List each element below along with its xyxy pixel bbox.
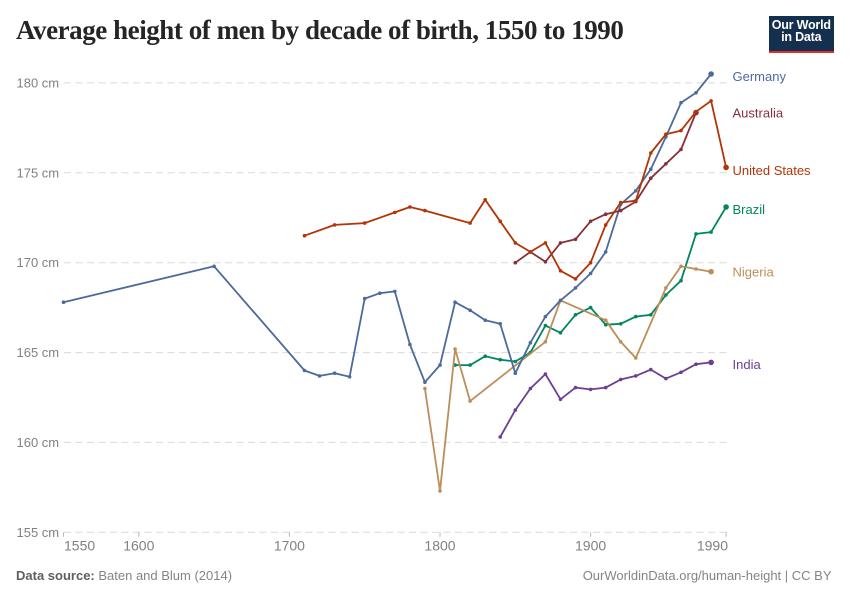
svg-text:United States: United States	[733, 163, 812, 178]
svg-text:160 cm: 160 cm	[17, 435, 60, 450]
svg-text:Brazil: Brazil	[733, 202, 766, 217]
svg-text:Nigeria: Nigeria	[733, 265, 775, 280]
svg-text:1600: 1600	[123, 538, 154, 554]
svg-text:Australia: Australia	[733, 106, 784, 121]
svg-text:1700: 1700	[274, 538, 305, 554]
svg-text:Germany: Germany	[733, 69, 787, 84]
svg-text:180 cm: 180 cm	[17, 75, 60, 90]
svg-text:1900: 1900	[575, 538, 606, 554]
svg-text:175 cm: 175 cm	[17, 165, 60, 180]
svg-text:165 cm: 165 cm	[17, 345, 60, 360]
svg-text:1800: 1800	[424, 538, 455, 554]
svg-text:1550: 1550	[64, 538, 95, 554]
svg-text:1990: 1990	[697, 538, 728, 554]
svg-text:155 cm: 155 cm	[17, 525, 60, 540]
svg-text:India: India	[733, 357, 762, 372]
svg-text:170 cm: 170 cm	[17, 255, 60, 270]
